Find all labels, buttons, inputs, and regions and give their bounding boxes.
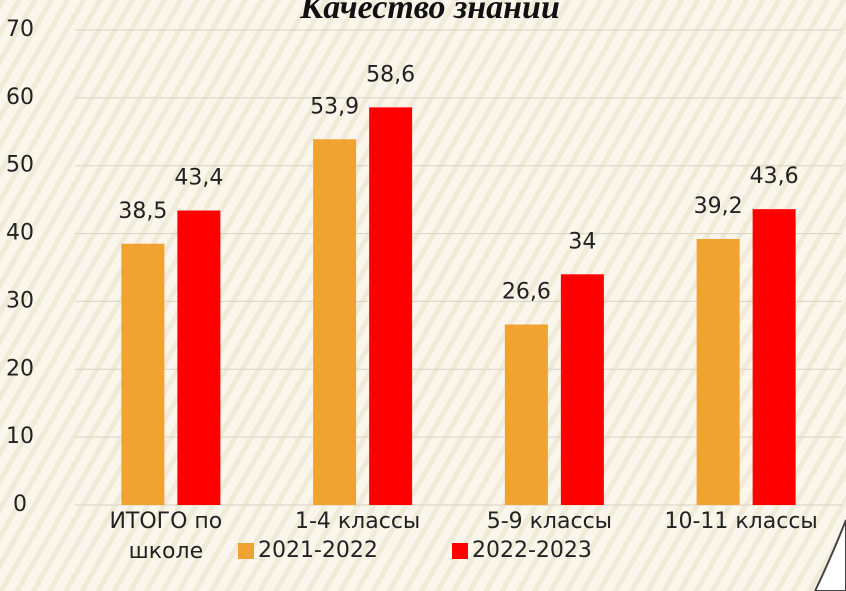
data-label: 38,5 [118,199,167,224]
bar [560,274,604,505]
bar [752,209,796,505]
bar [177,210,221,505]
bar [696,239,740,505]
data-label: 34 [568,229,596,254]
bar [121,243,165,505]
bar [369,107,413,505]
y-tick-label: 20 [6,356,34,381]
y-tick-label: 10 [6,424,34,449]
y-tick-label: 0 [13,492,27,517]
legend-label: 2021-2022 [258,538,378,563]
chart-title: Качество знаний [299,0,560,26]
y-tick-label: 50 [6,153,34,178]
x-tick-label: 5-9 классы [486,509,613,534]
y-tick-label: 40 [6,221,34,246]
y-tick-label: 60 [6,85,34,110]
y-tick-label: 30 [6,288,34,313]
x-tick-label: 1-4 классы [294,509,421,534]
legend-label: 2022-2023 [472,538,592,563]
legend-swatch [452,543,468,559]
x-tick-label: 10-11 классы [664,509,818,534]
x-tick-label: ИТОГО по школе [109,509,223,564]
bar [504,324,548,505]
bar [313,139,357,505]
data-label: 26,6 [502,280,551,305]
data-label: 43,4 [174,166,223,191]
data-label: 53,9 [310,94,359,119]
legend-swatch [238,543,254,559]
data-label: 39,2 [694,194,743,219]
y-tick-label: 70 [6,17,34,42]
data-label: 43,6 [750,164,799,189]
data-label: 58,6 [366,62,415,87]
